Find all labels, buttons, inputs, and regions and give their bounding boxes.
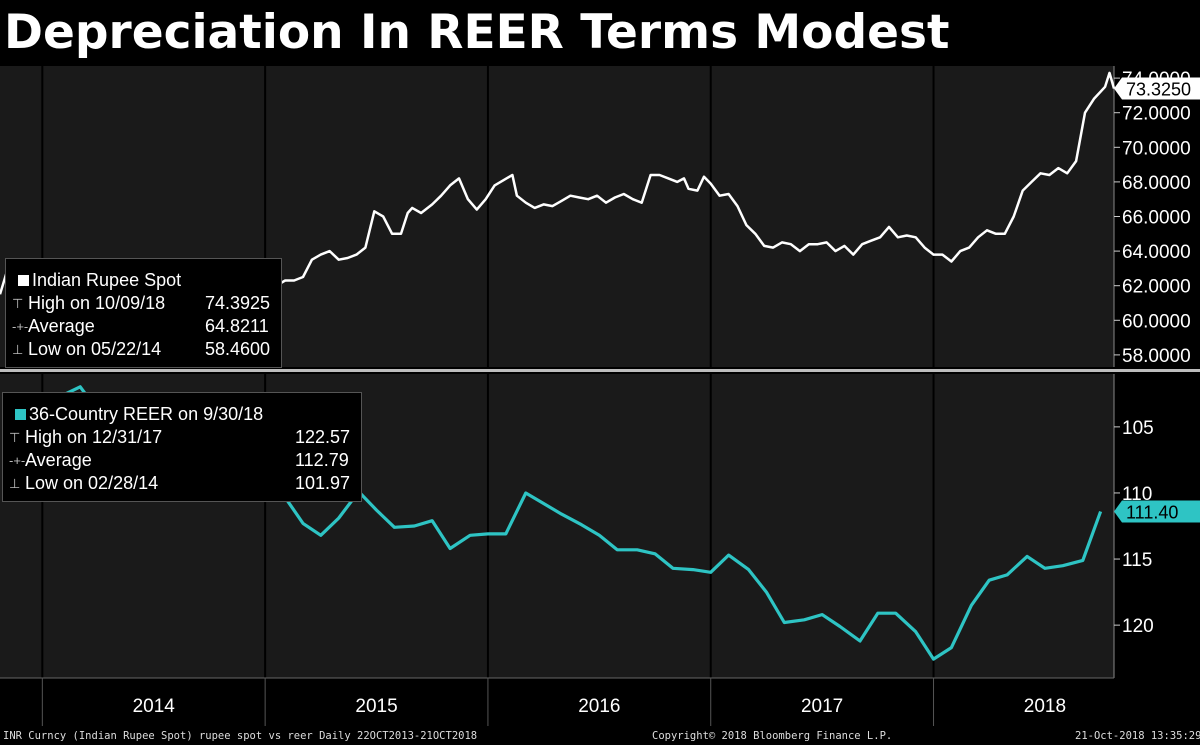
inr-high-label: High on 10/09/18 bbox=[28, 293, 166, 313]
inr-y-tick-label: 68.0000 bbox=[1122, 173, 1191, 194]
x-axis: 2014 2015 2016 2017 2018 bbox=[0, 677, 1114, 726]
reer-y-tick-label: 105 bbox=[1122, 418, 1154, 439]
inr-legend-average: -+- Average 64.8211 bbox=[6, 315, 281, 338]
reer-y-tick-label: 115 bbox=[1122, 550, 1152, 571]
x-tick-label: 2018 bbox=[1024, 696, 1066, 717]
footer-timestamp: 21-Oct-2018 13:35:29 bbox=[1075, 730, 1200, 742]
inr-last-value-tag bbox=[1114, 77, 1200, 100]
chart-title: Depreciation In REER Terms Modest bbox=[4, 5, 950, 60]
reer-legend-series: 36-Country REER on 9/30/18 bbox=[3, 403, 361, 426]
x-tick-label: 2015 bbox=[355, 696, 397, 717]
footer: INR Curncy (Indian Rupee Spot) rupee spo… bbox=[0, 727, 1200, 745]
inr-swatch bbox=[18, 275, 29, 286]
inr-legend-low: ⊥ Low on 05/22/14 58.4600 bbox=[6, 338, 281, 361]
low-marker-icon: ⊥ bbox=[9, 476, 21, 491]
reer-legend-average: -+- Average 112.79 bbox=[3, 449, 361, 472]
reer-swatch bbox=[15, 409, 26, 420]
inr-y-tick-label: 70.0000 bbox=[1122, 138, 1191, 159]
inr-high-value: 74.3925 bbox=[205, 293, 271, 313]
high-marker-icon: ⊤ bbox=[12, 296, 24, 311]
inr-y-tick-label: 62.0000 bbox=[1122, 277, 1191, 298]
footer-copyright: Copyright© 2018 Bloomberg Finance L.P. bbox=[652, 730, 893, 742]
inr-legend-series-label: Indian Rupee Spot bbox=[32, 270, 182, 290]
inr-low-value: 58.4600 bbox=[205, 339, 271, 359]
x-tick-label: 2016 bbox=[578, 696, 620, 717]
inr-legend: Indian Rupee Spot ⊤ High on 10/09/18 74.… bbox=[5, 258, 282, 368]
reer-y-tick-label: 110 bbox=[1122, 484, 1152, 505]
inr-y-tick-label: 64.0000 bbox=[1122, 242, 1191, 263]
x-tick-label: 2014 bbox=[133, 696, 176, 717]
inr-y-tick-label: 66.0000 bbox=[1122, 208, 1191, 229]
average-marker-icon: -+- bbox=[9, 453, 26, 468]
inr-y-tick-label: 60.0000 bbox=[1122, 311, 1191, 332]
x-tick-label: 2017 bbox=[801, 696, 843, 717]
inr-average-value: 64.8211 bbox=[205, 316, 269, 336]
inr-average-label: Average bbox=[28, 316, 95, 336]
reer-legend-high: ⊤ High on 12/31/17 122.57 bbox=[3, 426, 361, 449]
reer-low-label: Low on 02/28/14 bbox=[25, 473, 159, 493]
average-marker-icon: -+- bbox=[12, 319, 29, 334]
reer-legend-low: ⊥ Low on 02/28/14 101.97 bbox=[3, 472, 361, 495]
reer-high-value: 122.57 bbox=[295, 427, 351, 447]
reer-last-value-label: 111.40 bbox=[1126, 502, 1178, 522]
reer-average-label: Average bbox=[25, 450, 92, 470]
high-marker-icon: ⊤ bbox=[9, 430, 21, 445]
inr-y-tick-label: 72.0000 bbox=[1122, 104, 1191, 125]
low-marker-icon: ⊥ bbox=[12, 342, 24, 357]
panel-divider bbox=[0, 369, 1200, 372]
footer-source: INR Curncy (Indian Rupee Spot) rupee spo… bbox=[3, 730, 478, 742]
inr-y-tick-label: 58.0000 bbox=[1122, 346, 1191, 367]
inr-last-value-label: 73.3250 bbox=[1126, 79, 1191, 99]
inr-legend-high: ⊤ High on 10/09/18 74.3925 bbox=[6, 292, 281, 315]
reer-low-value: 101.97 bbox=[295, 473, 351, 493]
reer-average-value: 112.79 bbox=[295, 450, 349, 470]
inr-legend-series: Indian Rupee Spot bbox=[6, 269, 281, 292]
reer-legend-series-label: 36-Country REER on 9/30/18 bbox=[29, 404, 264, 424]
reer-legend: 36-Country REER on 9/30/18 ⊤ High on 12/… bbox=[2, 392, 362, 502]
reer-last-value-tag bbox=[1114, 500, 1200, 523]
reer-high-label: High on 12/31/17 bbox=[25, 427, 163, 447]
inr-low-label: Low on 05/22/14 bbox=[28, 339, 162, 359]
reer-y-tick-label: 120 bbox=[1122, 616, 1154, 637]
